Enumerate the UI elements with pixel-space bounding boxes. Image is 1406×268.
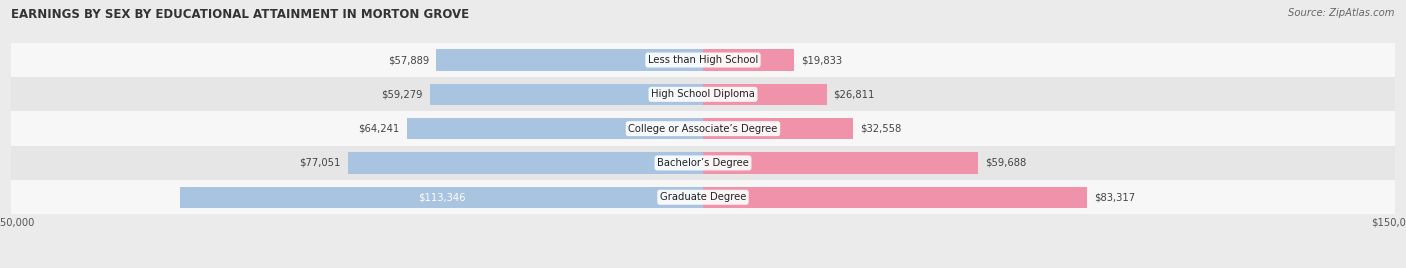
Bar [703, 187, 1087, 208]
Text: $32,558: $32,558 [860, 124, 901, 134]
Bar [436, 49, 703, 71]
Text: College or Associate’s Degree: College or Associate’s Degree [628, 124, 778, 134]
Bar [11, 77, 1395, 111]
Bar [703, 84, 827, 105]
Bar [11, 180, 1395, 214]
Bar [703, 152, 979, 174]
Bar [406, 118, 703, 139]
Text: $64,241: $64,241 [359, 124, 399, 134]
Bar [703, 118, 853, 139]
Text: Graduate Degree: Graduate Degree [659, 192, 747, 202]
Text: Less than High School: Less than High School [648, 55, 758, 65]
Bar [347, 152, 703, 174]
Text: $26,811: $26,811 [834, 89, 875, 99]
Text: $59,279: $59,279 [381, 89, 423, 99]
Text: Bachelor’s Degree: Bachelor’s Degree [657, 158, 749, 168]
Text: $19,833: $19,833 [801, 55, 842, 65]
Text: Source: ZipAtlas.com: Source: ZipAtlas.com [1288, 8, 1395, 18]
Text: $57,889: $57,889 [388, 55, 429, 65]
Text: $59,688: $59,688 [986, 158, 1026, 168]
Text: $77,051: $77,051 [299, 158, 340, 168]
Text: High School Diploma: High School Diploma [651, 89, 755, 99]
Text: $83,317: $83,317 [1094, 192, 1135, 202]
Bar [11, 146, 1395, 180]
Text: $113,346: $113,346 [418, 192, 465, 202]
Text: EARNINGS BY SEX BY EDUCATIONAL ATTAINMENT IN MORTON GROVE: EARNINGS BY SEX BY EDUCATIONAL ATTAINMEN… [11, 8, 470, 21]
Bar [180, 187, 703, 208]
Bar [703, 49, 794, 71]
Bar [11, 111, 1395, 146]
Bar [430, 84, 703, 105]
Bar [11, 43, 1395, 77]
